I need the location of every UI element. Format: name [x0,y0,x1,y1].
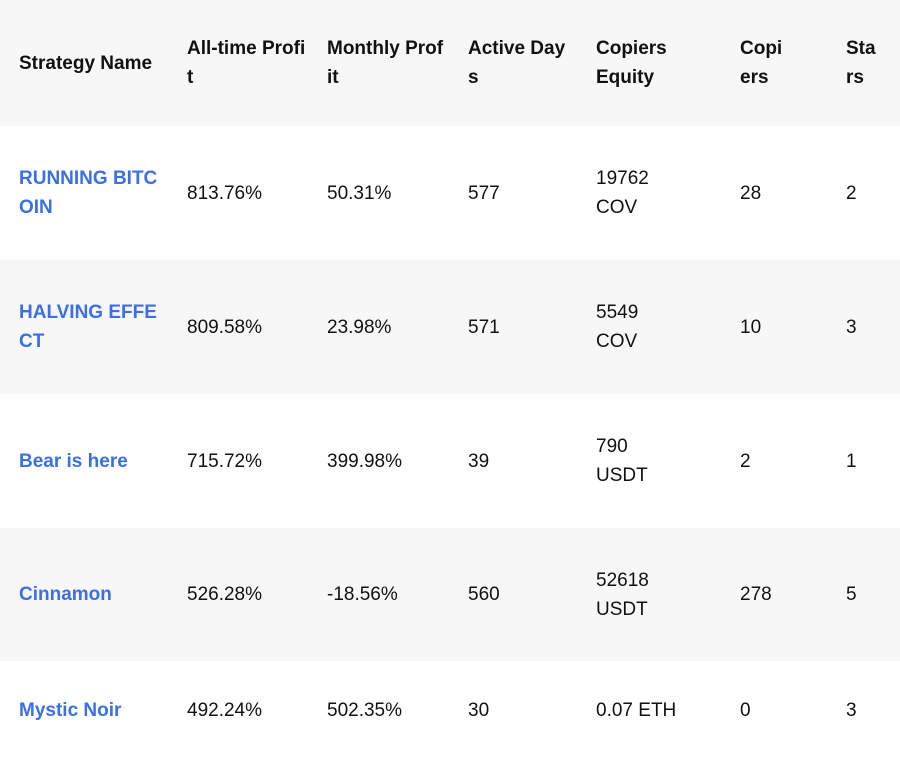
all-time-profit-cell: 492.24% [187,700,263,721]
stars-cell: 3 [846,316,857,338]
active-days-cell: 571 [468,316,500,338]
equity-amount: 5549 [596,302,639,323]
table-header-row: Strategy Name All-time Profit Monthly Pr… [0,0,900,126]
header-strategy-name[interactable]: Strategy Name [19,52,153,74]
strategy-name-link[interactable]: RUNNING BITCOIN [19,168,158,218]
copiers-equity-cell: 52618 USDT [596,528,668,661]
equity-unit: COV [596,197,638,218]
active-days-cell: 30 [468,700,490,721]
active-days-cell: 577 [468,182,500,204]
copiers-equity-cell: 5549 COV [596,260,668,394]
equity-amount: 0.07 [596,700,633,721]
table-row: RUNNING BITCOIN 813.76% 50.31% 577 19762… [0,126,900,260]
table-row: Cinnamon 526.28% -18.56% 560 52618 USDT … [0,528,900,661]
equity-unit: USDT [596,465,648,486]
stars-cell: 5 [846,584,857,605]
table-row: Mystic Noir 492.24% 502.35% 30 0.07 ETH … [0,661,900,760]
strategy-name-link[interactable]: Mystic Noir [19,700,122,721]
active-days-cell: 39 [468,450,490,472]
copiers-cell: 0 [740,700,751,721]
monthly-profit-cell: 399.98% [327,450,403,472]
equity-amount: 790 [596,436,628,457]
copiers-cell: 28 [740,182,762,204]
strategy-name-link[interactable]: Bear is here [19,450,128,472]
table-row: HALVING EFFECT 809.58% 23.98% 571 5549 C… [0,260,900,394]
equity-amount: 52618 [596,569,649,591]
stars-cell: 1 [846,450,857,472]
all-time-profit-cell: 715.72% [187,450,263,472]
equity-unit: COV [596,331,638,352]
copiers-cell: 278 [740,584,772,605]
copiers-equity-cell: 0.07 ETH [596,661,716,760]
header-copiers[interactable]: Copiers [740,38,783,88]
monthly-profit-cell: 502.35% [327,700,403,721]
header-copiers-equity[interactable]: Copiers Equity [596,38,667,88]
all-time-profit-cell: 809.58% [187,316,263,338]
stars-cell: 3 [846,700,857,721]
stars-cell: 2 [846,182,857,204]
copiers-equity-cell: 790 USDT [596,394,668,528]
copiers-cell: 2 [740,450,751,472]
equity-unit: USDT [596,598,648,620]
header-monthly-profit[interactable]: Monthly Profit [327,38,444,88]
header-stars[interactable]: Stars [846,38,876,88]
active-days-cell: 560 [468,584,500,605]
monthly-profit-cell: -18.56% [327,584,398,605]
monthly-profit-cell: 50.31% [327,182,392,204]
copiers-cell: 10 [740,316,762,338]
strategy-name-link[interactable]: HALVING EFFECT [19,302,157,352]
equity-amount: 19762 [596,168,649,189]
table-row: Bear is here 715.72% 399.98% 39 790 USDT… [0,394,900,528]
header-all-time-profit[interactable]: All-time Profit [187,38,306,88]
strategy-name-link[interactable]: Cinnamon [19,584,112,605]
header-active-days[interactable]: Active Days [468,38,566,88]
copiers-equity-cell: 19762 COV [596,126,668,260]
equity-unit: ETH [638,700,677,721]
all-time-profit-cell: 813.76% [187,182,263,204]
monthly-profit-cell: 23.98% [327,316,392,338]
all-time-profit-cell: 526.28% [187,584,263,605]
